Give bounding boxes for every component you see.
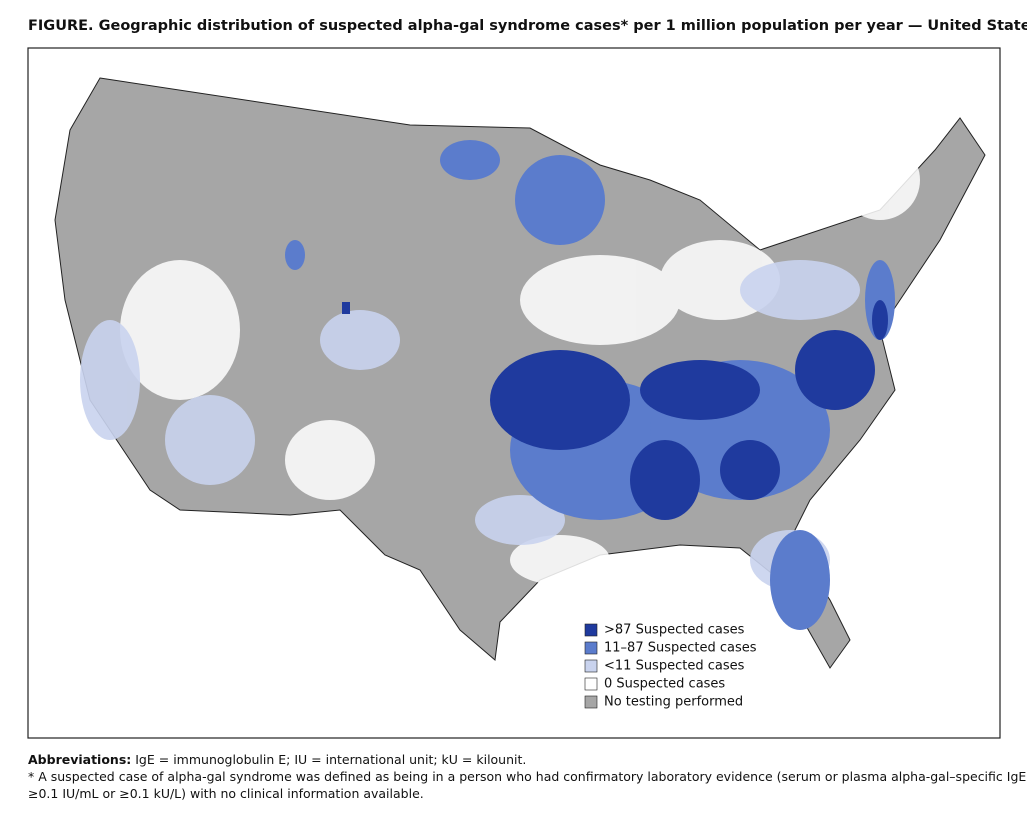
legend-swatch (584, 623, 598, 637)
footnote-line: ≥0.1 IU/mL or ≥0.1 kU/L) with no clinica… (28, 786, 424, 801)
legend-label: 0 Suspected cases (604, 677, 725, 692)
frame (27, 47, 1001, 739)
figure-title: FIGURE. Geographic distribution of suspe… (28, 18, 1027, 34)
legend-label: <11 Suspected cases (604, 659, 745, 674)
abbreviations-label: Abbreviations: (28, 752, 132, 767)
legend-label: No testing performed (604, 695, 743, 710)
abbreviations: Abbreviations: IgE = immunoglobulin E; I… (28, 752, 526, 767)
legend-swatch (584, 677, 598, 691)
legend-swatch (584, 695, 598, 709)
legend-swatch (584, 659, 598, 673)
legend-label: >87 Suspected cases (604, 623, 745, 638)
legend: >87 Suspected cases 11–87 Suspected cases… (584, 623, 757, 710)
region-dark (342, 300, 888, 520)
abbreviations-text: IgE = immunoglobulin E; IU = internation… (135, 752, 527, 767)
footnote-line: * A suspected case of alpha-gal syndrome… (28, 769, 1027, 784)
legend-swatch (584, 641, 598, 655)
region-white (120, 140, 920, 585)
legend-label: 11–87 Suspected cases (604, 641, 757, 656)
